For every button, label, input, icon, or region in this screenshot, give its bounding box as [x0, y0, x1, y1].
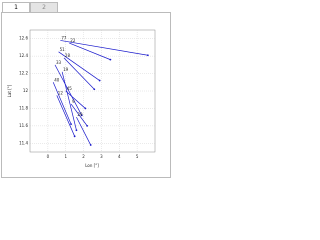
y-tick-label: 12.4 [19, 53, 28, 58]
vector-label: 45 [67, 86, 73, 91]
vector-head [89, 144, 92, 146]
y-tick-label: 11.8 [19, 105, 28, 110]
vector-head [84, 107, 87, 110]
y-tick-label: 11.6 [19, 123, 28, 128]
y-tick-label: 11.4 [19, 140, 28, 145]
vector [58, 51, 100, 81]
x-tick-label: 0 [47, 154, 50, 159]
vector-head [80, 114, 83, 117]
x-tick-label: 1 [64, 154, 67, 159]
y-tick-label: 12.2 [19, 71, 28, 76]
vector-label: 40 [54, 77, 60, 82]
vector-label: 33 [56, 60, 62, 65]
vector [63, 57, 95, 90]
chart: Lon [°] Lat [°] 0 1 2 3 4 511.411.611.81212.2… [7, 29, 156, 168]
tab[interactable]: 2 [30, 2, 58, 13]
window: 1 2 Lon [°] Lat [°] 0 1 2 3 4 5 11.4 11.6 11.8 12… [0, 0, 174, 181]
vector [69, 42, 111, 60]
vector [61, 71, 77, 131]
vector-head [86, 124, 89, 127]
vector-label: 51 [60, 47, 66, 52]
vector-label: 28 [65, 53, 71, 58]
vector-head [75, 129, 78, 132]
vector-head [146, 54, 149, 57]
vector-label: 12 [58, 90, 64, 95]
vector [52, 82, 72, 125]
x-axis-label: Lon [°] [85, 163, 99, 168]
x-tick-label: 4 [118, 154, 121, 159]
vector-head [109, 58, 112, 61]
y-tick-label: 12 [23, 88, 29, 93]
y-axis-label: Lat [°] [7, 84, 12, 97]
x-tick-label: 5 [136, 154, 139, 159]
vector [65, 90, 86, 109]
vector-label: 77 [61, 35, 67, 40]
vector-label: 9 [72, 99, 75, 104]
panel [1, 12, 171, 178]
tab[interactable]: 1 [2, 2, 30, 13]
vector [70, 103, 88, 127]
vector [56, 95, 75, 137]
vector-head [93, 88, 96, 91]
vector-label: 22 [70, 38, 76, 43]
vector [76, 116, 92, 146]
vector-label: 19 [63, 67, 69, 72]
vector-head [98, 79, 101, 82]
x-tick-label: 3 [100, 154, 103, 159]
x-tick-label: 2 [82, 154, 85, 159]
vector-head [73, 135, 76, 138]
vector-label: 29 [77, 112, 83, 117]
vector [60, 40, 148, 56]
vector-head [70, 123, 72, 126]
y-tick-label: 12.6 [19, 36, 28, 41]
vector [54, 64, 83, 116]
